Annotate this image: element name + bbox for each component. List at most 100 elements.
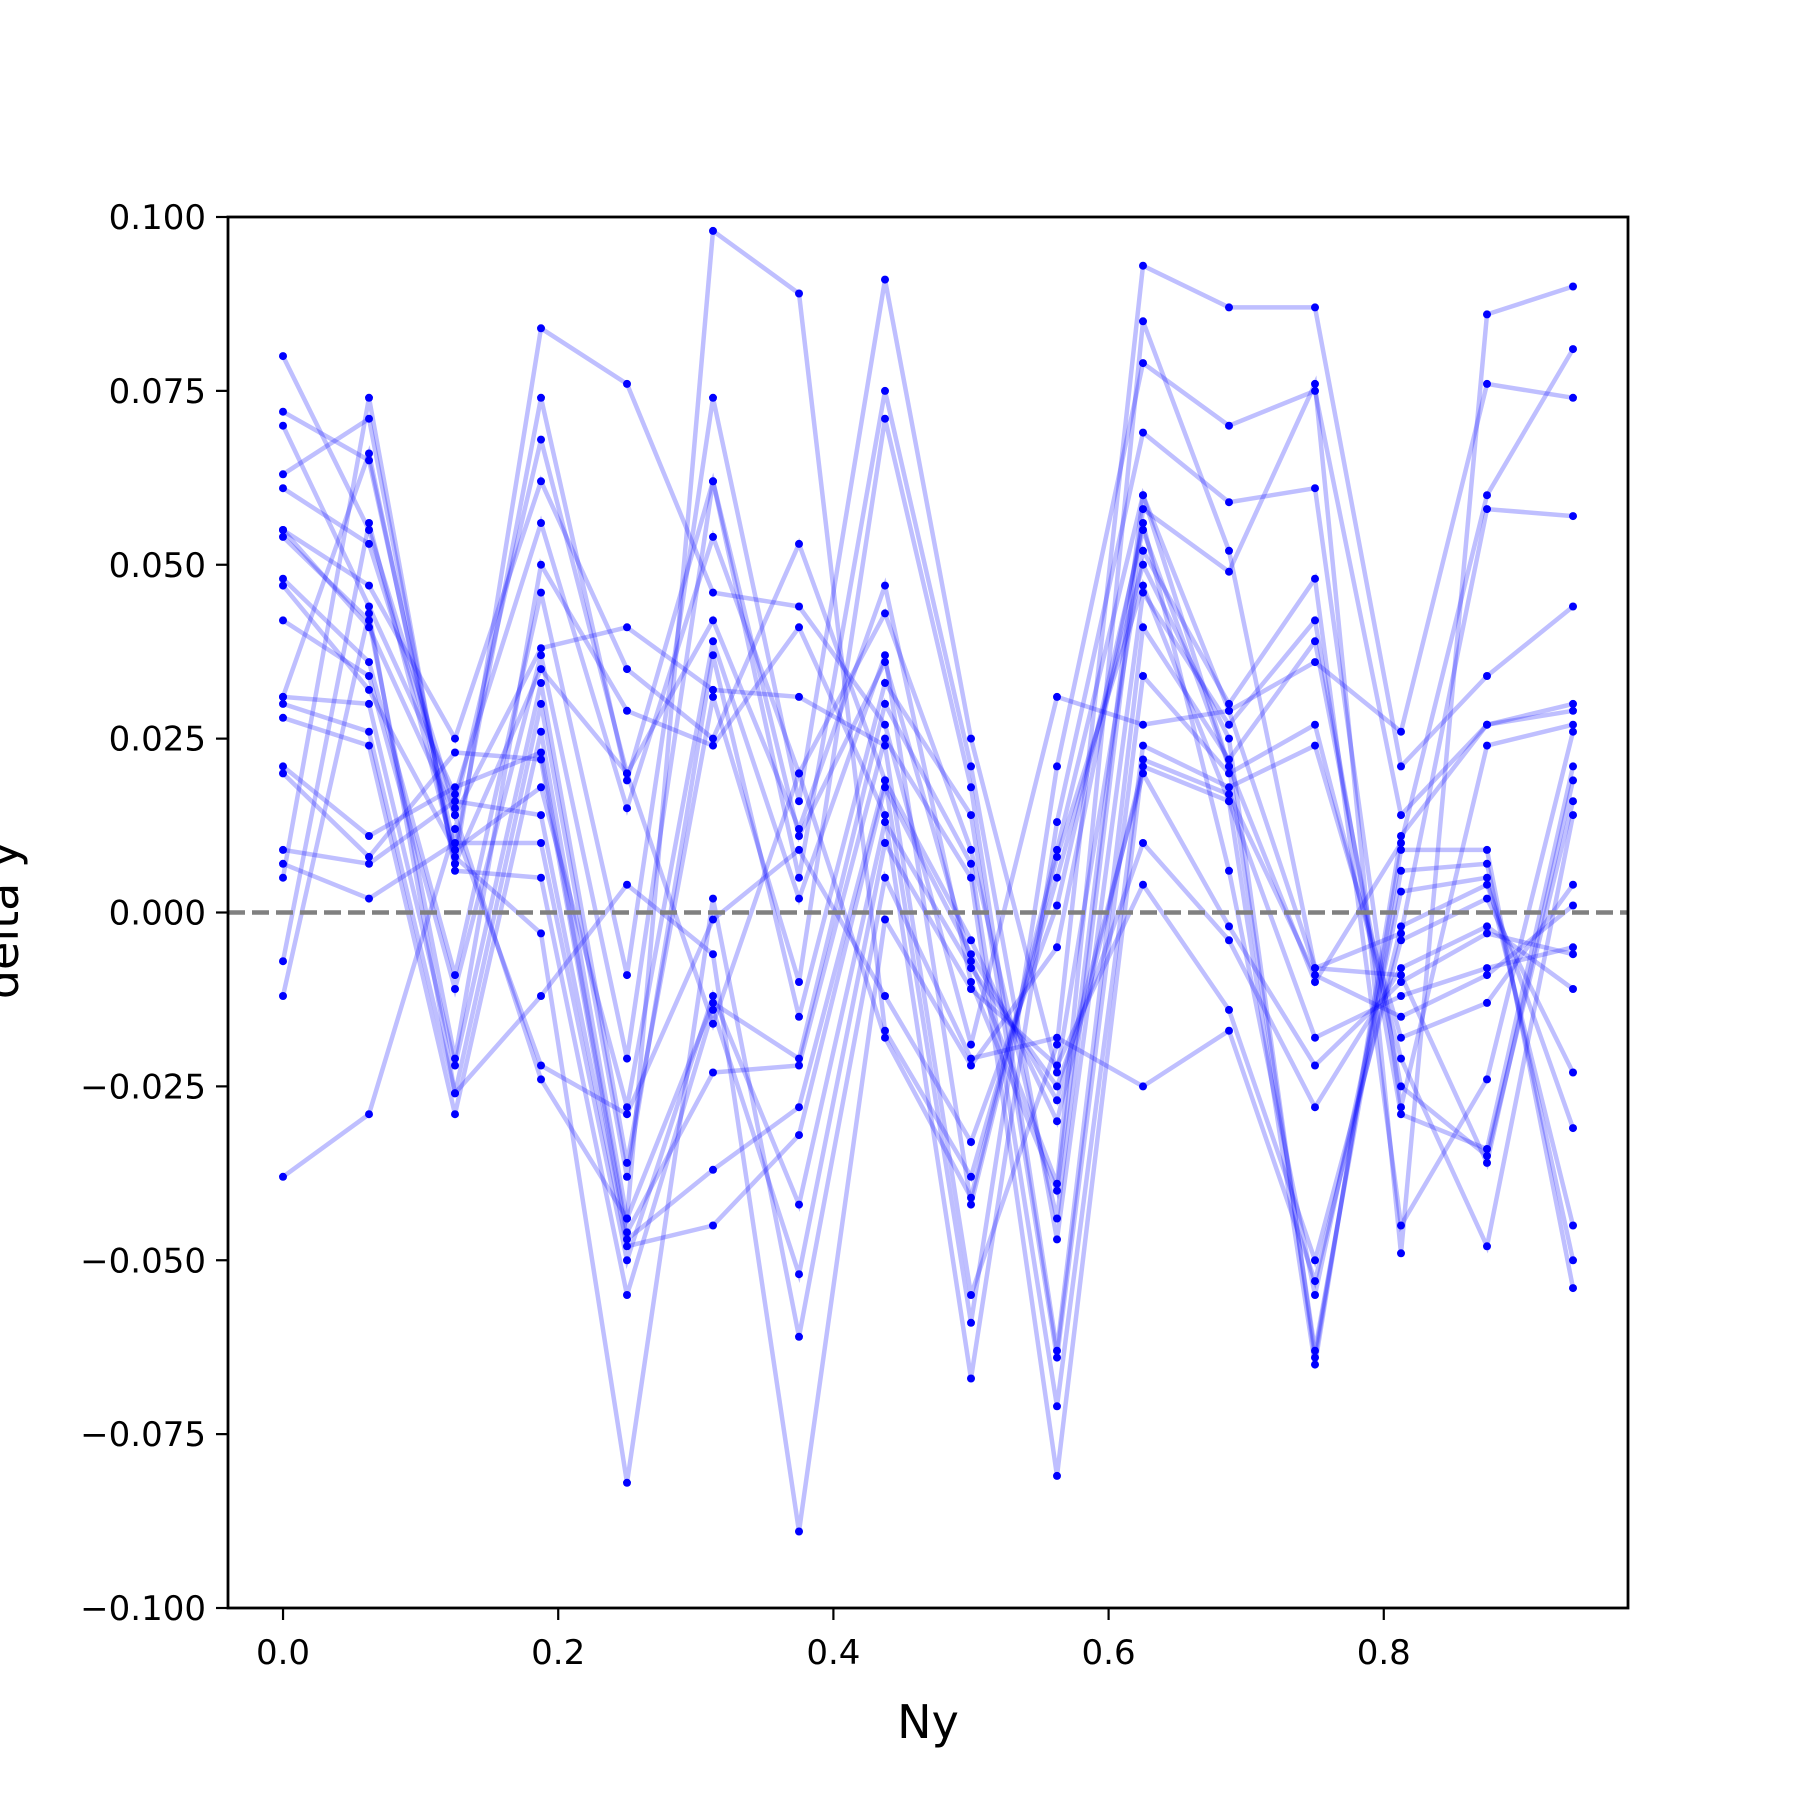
data-point [1053,1402,1061,1411]
data-point [365,519,373,527]
data-point [365,727,373,736]
data-point [881,734,889,743]
data-point [1225,720,1233,729]
data-point [795,825,803,833]
data-point [795,873,803,882]
data-point [1483,379,1491,388]
data-point [795,832,803,840]
data-point [451,797,459,806]
data-point [709,588,717,597]
data-point [1483,741,1491,750]
data-point [795,539,803,548]
data-point [623,623,631,632]
data-point [1397,845,1405,854]
y-axis-label: delta y [0,841,29,999]
data-point [709,1005,717,1014]
data-point [1483,1242,1491,1251]
data-point [1139,491,1147,500]
x-tick-label: 0.6 [1082,1633,1136,1673]
data-point [1483,1145,1491,1153]
data-point [1569,345,1577,354]
data-point [1483,922,1491,931]
series-line-8 [281,279,1576,1233]
data-point [1397,866,1405,875]
data-point [1053,1061,1061,1070]
series-line-6 [281,359,1574,1324]
data-point [451,845,459,854]
data-point [795,1270,803,1279]
data-point [1311,1277,1319,1286]
data-point [1139,317,1147,326]
data-point [1311,616,1319,625]
data-point [365,414,373,423]
series-line-5 [281,262,1575,1296]
data-point [1397,1249,1405,1258]
data-point [1311,964,1319,973]
data-point [1139,762,1147,771]
data-point [1569,282,1577,291]
data-point [1139,741,1147,750]
data-point [1225,755,1233,764]
data-point [365,393,373,402]
data-point [1397,762,1405,771]
data-point [279,470,287,479]
data-point [623,1103,631,1112]
data-point [881,658,889,667]
data-point [1569,699,1577,708]
data-point [279,957,287,966]
data-point [537,560,545,569]
data-point [451,790,459,799]
data-point [1053,1068,1061,1077]
data-point [365,685,373,694]
series-line-10 [282,418,1576,1352]
data-point [967,1054,975,1063]
data-point [623,1110,631,1119]
data-point [1053,1471,1061,1480]
data-point [1053,1353,1061,1362]
data-point [1311,637,1319,646]
y-tick-label: −0.025 [80,1067,206,1107]
data-point [537,992,545,1000]
data-point [365,581,373,590]
data-point [967,845,975,854]
data-point [1053,1186,1061,1195]
y-tick-label: −0.050 [80,1241,206,1281]
data-point [1311,1291,1319,1299]
data-point [1483,971,1491,980]
data-point [1397,1082,1405,1091]
data-point [537,811,545,820]
data-point [537,679,545,687]
data-point [279,762,287,771]
data-point [881,581,889,590]
data-point [451,734,459,743]
data-point [1483,859,1491,868]
data-point [795,1103,803,1112]
data-point [279,713,287,722]
data-point [1139,755,1147,764]
data-point [1569,1068,1577,1077]
data-point [1225,1026,1233,1035]
data-point [1311,1353,1319,1362]
data-point [623,1054,631,1063]
data-point [279,421,287,430]
data-point [1311,741,1319,750]
data-point [967,811,975,820]
data-point [451,748,459,757]
data-point [967,1040,975,1049]
data-point [623,665,631,674]
series-line-17 [280,397,1576,1296]
data-point [1225,421,1233,430]
data-point [1053,873,1061,882]
data-point [1053,818,1061,827]
data-point [1311,1360,1319,1369]
data-point [365,1110,373,1119]
data-point [365,602,373,611]
data-point [537,929,545,938]
data-point [537,435,545,444]
data-point [623,804,631,813]
data-point [881,699,889,708]
data-point [451,839,459,847]
data-point [1397,839,1405,847]
data-point [709,685,717,694]
data-point [1139,428,1147,437]
